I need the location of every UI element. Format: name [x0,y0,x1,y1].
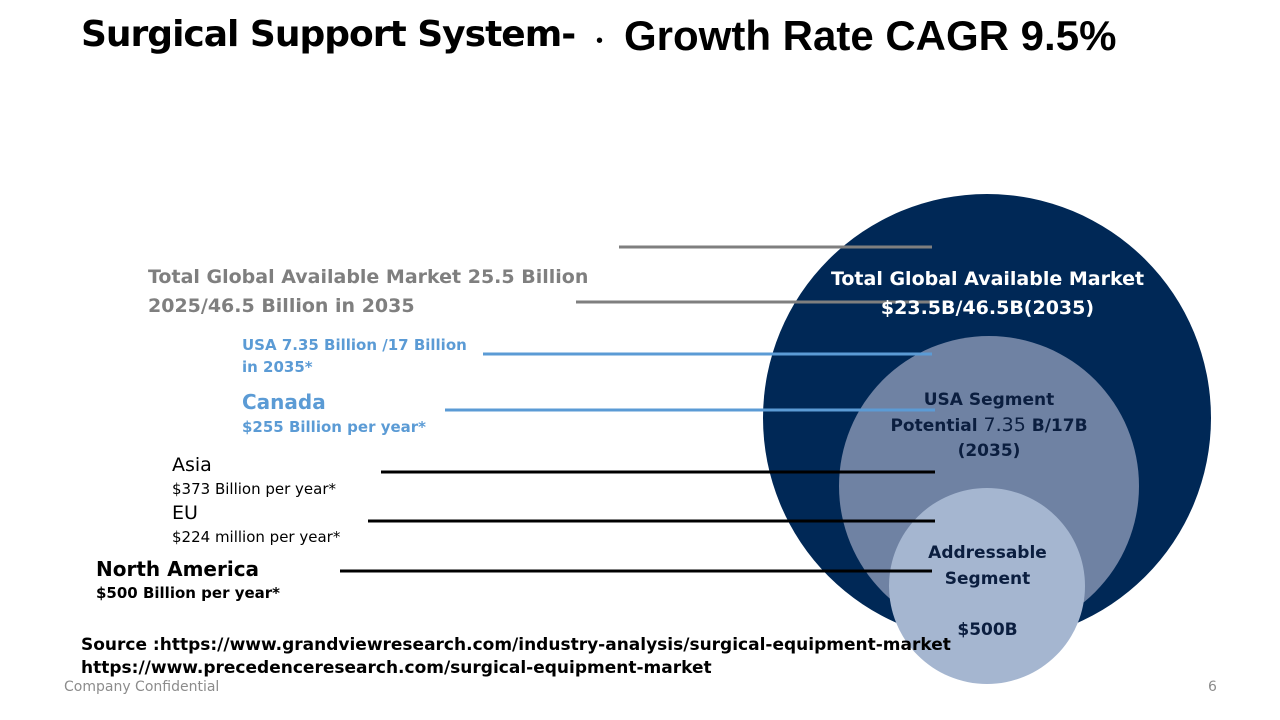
inner-circle-value: $500B [957,620,1018,640]
footer-confidential: Company Confidential [64,679,220,695]
title-bullet: • [596,30,604,52]
label-eu-title: EU [172,502,198,524]
middle-circle-value-suffix: B/17B [1031,416,1088,436]
outer-circle-label: Total Global Available Market $23.5B/46.… [830,265,1145,323]
middle-circle-value-prefix: Potential [890,416,978,436]
page-number: 6 [1208,679,1217,695]
inner-circle-addressable-segment [889,488,1085,684]
label-asia-value: $373 Billion per year* [172,480,337,498]
inner-circle-title-1: Addressable [928,543,1047,563]
outer-circle-value: $23.5B/46.5B(2035) [880,297,1095,319]
middle-circle-year: (2035) [957,441,1021,461]
label-canada-title: Canada [242,390,326,414]
outer-circle-title: Total Global Available Market [830,268,1145,290]
label-canada-value: $255 Billion per year* [242,418,427,436]
middle-circle-label: USA Segment Potential 7.35 B/17B (2035) [880,388,1098,464]
inner-circle-label: Addressable Segment $500B [900,540,1075,643]
source-citation: Source :https://www.grandviewresearch.co… [81,634,951,680]
label-eu-value: $224 million per year* [172,528,341,546]
middle-circle-value-number: 7.35 [983,414,1026,436]
inner-circle-title-2: Segment [944,569,1031,589]
slide-title-left: Surgical Support System- [81,14,576,55]
label-usa: USA 7.35 Billion /17 Billion in 2035* [242,336,467,376]
slide-title-right: Growth Rate CAGR 9.5% [624,12,1117,59]
middle-circle-value: Potential 7.35 B/17B [880,413,1098,439]
label-north-america-title: North America [96,557,260,581]
label-north-america-value: $500 Billion per year* [96,584,281,602]
source-link-grandview[interactable]: Source :https://www.grandviewresearch.co… [81,635,951,655]
label-global-market: Total Global Available Market 25.5 Billi… [148,266,589,317]
label-asia-title: Asia [172,454,212,476]
source-link-precedence[interactable]: https://www.precedenceresearch.com/surgi… [81,658,712,678]
middle-circle-title: USA Segment [923,390,1055,410]
